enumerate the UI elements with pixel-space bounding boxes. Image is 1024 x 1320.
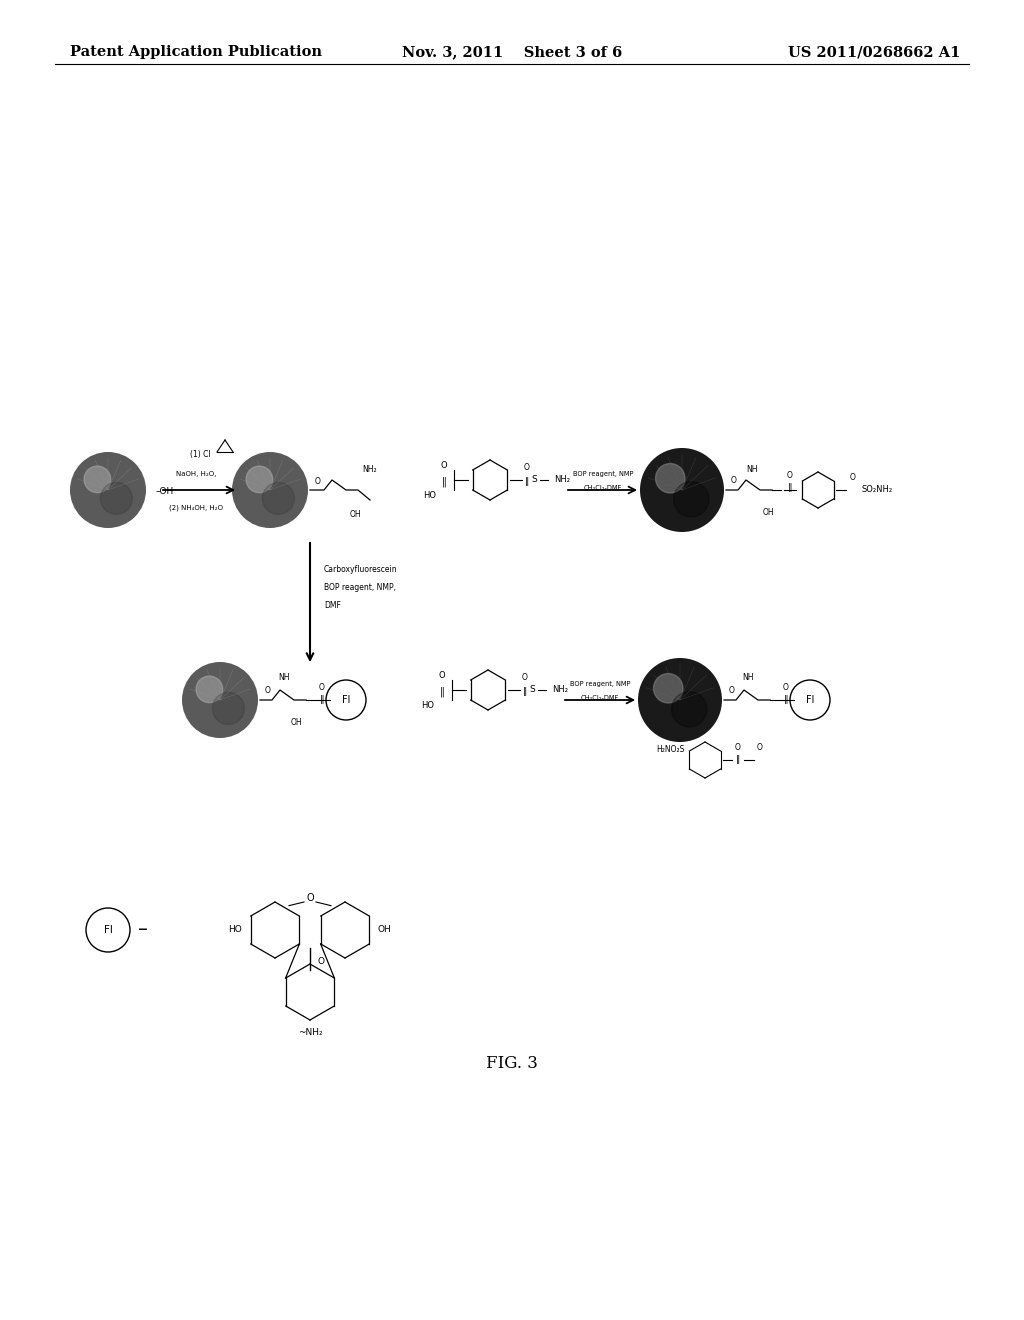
Text: Patent Application Publication: Patent Application Publication — [70, 45, 322, 59]
Text: CH₂Cl₂-DMF: CH₂Cl₂-DMF — [584, 484, 623, 491]
Text: (1) Cl: (1) Cl — [189, 450, 210, 459]
Text: FIG. 3: FIG. 3 — [486, 1056, 538, 1072]
Text: ‖: ‖ — [736, 755, 740, 763]
Text: NaOH, H₂O,: NaOH, H₂O, — [176, 471, 216, 477]
Text: O: O — [319, 684, 325, 693]
Text: O: O — [522, 672, 528, 681]
Text: S: S — [529, 685, 535, 694]
Text: ‖: ‖ — [439, 686, 444, 697]
Text: ~NH₂: ~NH₂ — [298, 1028, 323, 1038]
Circle shape — [196, 676, 222, 702]
Text: HO: HO — [228, 925, 242, 935]
Circle shape — [84, 466, 111, 492]
Text: O: O — [783, 684, 788, 693]
Text: OH: OH — [378, 925, 392, 935]
Text: O: O — [265, 686, 271, 696]
Text: CH₂Cl₂-DMF: CH₂Cl₂-DMF — [581, 696, 620, 701]
Text: HO: HO — [421, 701, 434, 710]
Text: O: O — [438, 672, 445, 681]
Text: O: O — [306, 894, 313, 903]
Circle shape — [182, 663, 258, 738]
Text: OH: OH — [762, 508, 774, 517]
Text: BOP reagent, NMP,: BOP reagent, NMP, — [324, 583, 396, 593]
Circle shape — [672, 692, 707, 727]
Circle shape — [655, 463, 685, 492]
Text: ‖: ‖ — [441, 477, 446, 487]
Text: O: O — [318, 957, 325, 966]
Circle shape — [232, 451, 308, 528]
Text: (2) NH₄OH, H₂O: (2) NH₄OH, H₂O — [169, 504, 223, 511]
Text: –OH: –OH — [156, 487, 174, 496]
Text: O: O — [315, 477, 321, 486]
Circle shape — [70, 451, 146, 528]
Text: O: O — [787, 471, 793, 480]
Text: –: – — [138, 920, 147, 940]
Text: SO₂NH₂: SO₂NH₂ — [861, 486, 892, 495]
Text: O: O — [440, 462, 447, 470]
Text: BOP reagent, NMP: BOP reagent, NMP — [569, 681, 630, 686]
Text: Carboxyfluorescein: Carboxyfluorescein — [324, 565, 397, 574]
Text: O: O — [757, 743, 763, 752]
Text: BOP reagent, NMP: BOP reagent, NMP — [572, 471, 633, 477]
Text: S: S — [531, 475, 537, 484]
Text: US 2011/0268662 A1: US 2011/0268662 A1 — [787, 45, 961, 59]
Circle shape — [674, 482, 709, 517]
Circle shape — [212, 693, 245, 725]
Circle shape — [638, 657, 722, 742]
Text: Fl: Fl — [342, 696, 350, 705]
Text: ‖: ‖ — [787, 483, 793, 492]
Text: O: O — [524, 462, 530, 471]
Text: HO: HO — [423, 491, 436, 500]
Text: ‖: ‖ — [319, 694, 325, 704]
Circle shape — [246, 466, 272, 492]
Text: ‖: ‖ — [525, 477, 529, 486]
Circle shape — [640, 447, 724, 532]
Text: H₂NO₂S: H₂NO₂S — [656, 746, 685, 755]
Text: NH₂: NH₂ — [554, 475, 570, 484]
Text: OH: OH — [290, 718, 302, 727]
Text: O: O — [850, 474, 856, 483]
Text: O: O — [735, 743, 741, 752]
Text: Nov. 3, 2011    Sheet 3 of 6: Nov. 3, 2011 Sheet 3 of 6 — [401, 45, 623, 59]
Text: Fl: Fl — [806, 696, 814, 705]
Text: Fl: Fl — [103, 925, 113, 935]
Text: NH₂: NH₂ — [362, 465, 377, 474]
Text: O: O — [729, 686, 735, 696]
Text: NH₂: NH₂ — [552, 685, 568, 694]
Text: NH: NH — [746, 465, 758, 474]
Text: OH: OH — [349, 510, 360, 519]
Circle shape — [262, 482, 294, 515]
Text: DMF: DMF — [324, 602, 341, 610]
Text: NH: NH — [279, 673, 290, 682]
Text: O: O — [731, 477, 737, 484]
Text: ‖: ‖ — [523, 686, 527, 696]
Circle shape — [100, 482, 132, 515]
Text: NH: NH — [742, 673, 754, 682]
Text: ‖: ‖ — [783, 694, 788, 704]
Circle shape — [653, 673, 683, 704]
